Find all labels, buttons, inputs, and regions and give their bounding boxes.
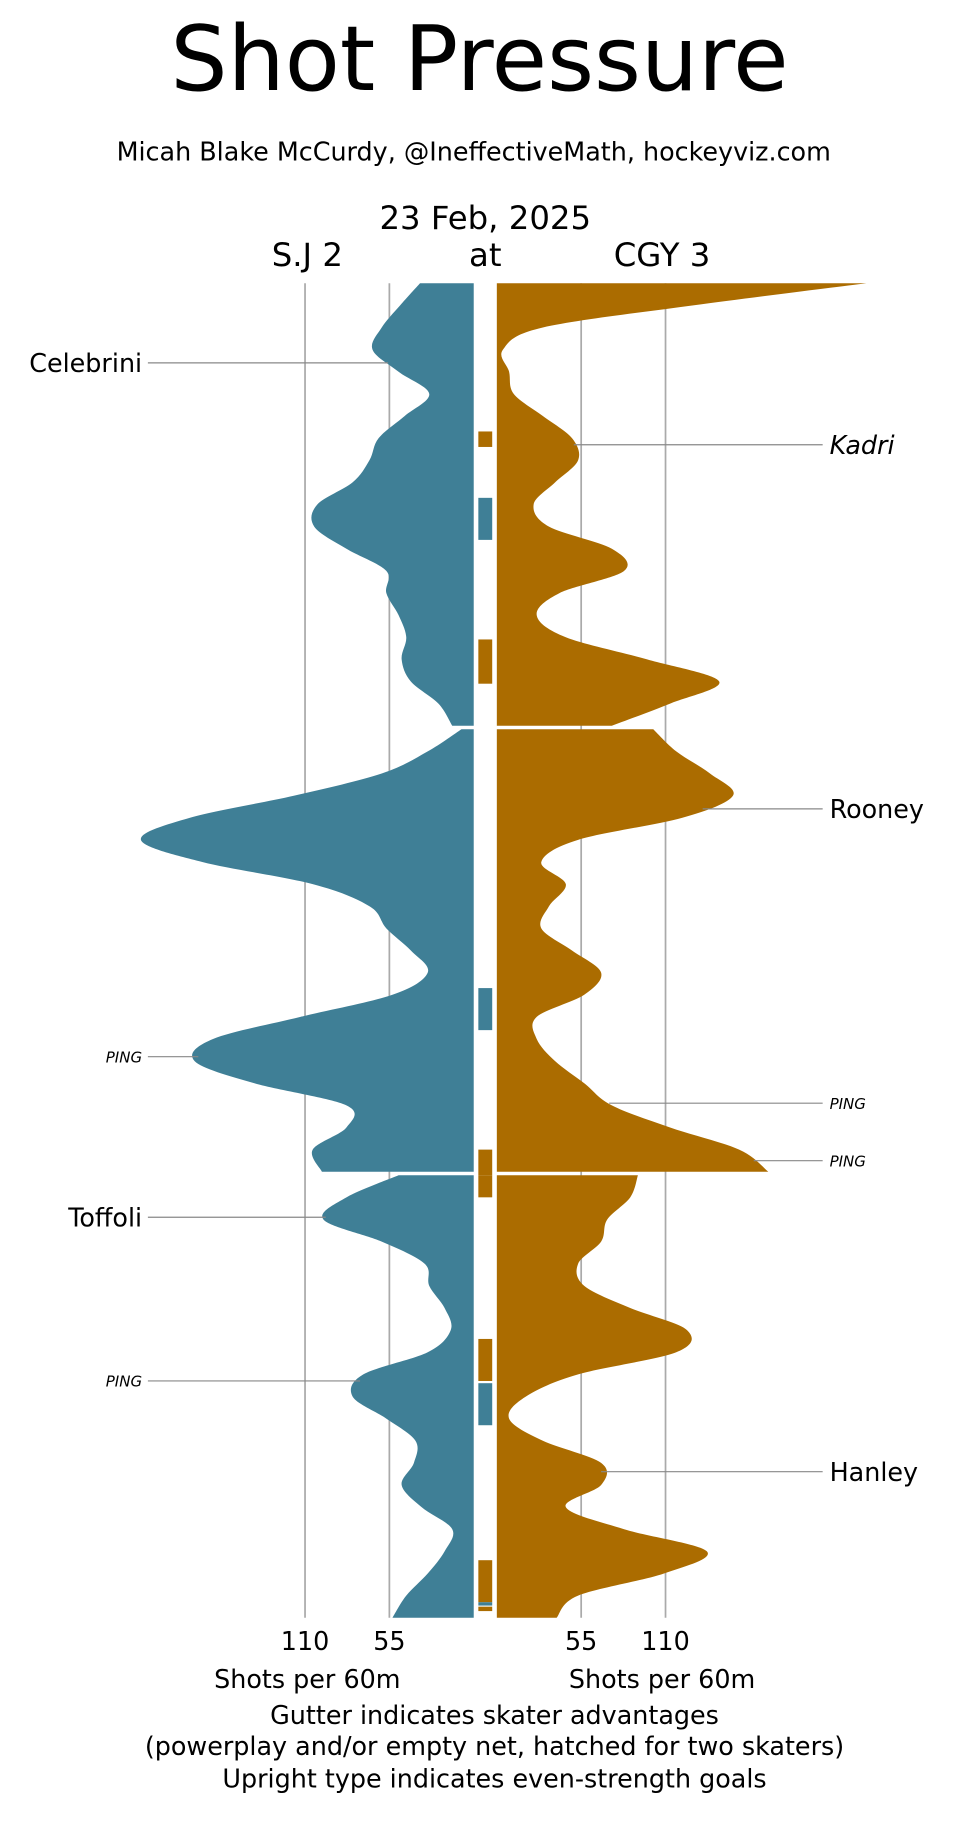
date: 23 Feb, 2025 xyxy=(379,199,591,237)
advantage-bar xyxy=(478,497,493,540)
pressure-area xyxy=(311,283,474,726)
goal-label: Rooney xyxy=(830,794,924,824)
advantage-bar xyxy=(478,1560,493,1603)
subtitle: Micah Blake McCurdy, @IneffectiveMath, h… xyxy=(117,137,831,167)
x-tick-label: 110 xyxy=(281,1626,329,1656)
advantage-bar xyxy=(478,1338,493,1381)
away-team: S.J 2 xyxy=(272,236,343,274)
home-team: CGY 3 xyxy=(614,236,711,274)
x-tick-label: 55 xyxy=(373,1626,405,1656)
pressure-area xyxy=(496,1175,708,1618)
pressure-area xyxy=(322,1175,474,1618)
pressure-area xyxy=(496,729,769,1172)
footer-line: Upright type indicates even-strength goa… xyxy=(222,1764,766,1794)
pressure-area xyxy=(496,283,867,726)
advantage-bar xyxy=(478,639,493,684)
x-tick-label: 110 xyxy=(641,1626,690,1656)
advantage-bar xyxy=(478,1606,493,1612)
advantage-bar xyxy=(478,1383,493,1426)
advantage-bar xyxy=(478,431,493,447)
x-axis-label: Shots per 60m xyxy=(214,1664,400,1694)
pressure-area xyxy=(140,729,474,1172)
goal-label: PING xyxy=(830,1095,866,1113)
goal-label: PING xyxy=(830,1152,866,1170)
at-label: at xyxy=(469,236,502,274)
goal-label: Hanley xyxy=(830,1457,919,1487)
chart-title: Shot Pressure xyxy=(170,7,788,112)
footer-line: Gutter indicates skater advantages xyxy=(270,1700,719,1730)
advantage-bar xyxy=(478,1602,493,1606)
goal-label: PING xyxy=(106,1048,142,1066)
goal-label: Toffoli xyxy=(67,1202,142,1232)
advantage-bar xyxy=(478,988,493,1031)
x-axis-label: Shots per 60m xyxy=(569,1664,755,1694)
advantage-bar xyxy=(478,1149,493,1176)
goal-label: Celebrini xyxy=(29,348,142,378)
goal-label: Kadri xyxy=(830,430,895,460)
advantage-bar xyxy=(478,1175,493,1198)
goal-label: PING xyxy=(106,1373,142,1391)
footer-line: (powerplay and/or empty net, hatched for… xyxy=(145,1731,844,1761)
x-tick-label: 55 xyxy=(565,1626,597,1656)
